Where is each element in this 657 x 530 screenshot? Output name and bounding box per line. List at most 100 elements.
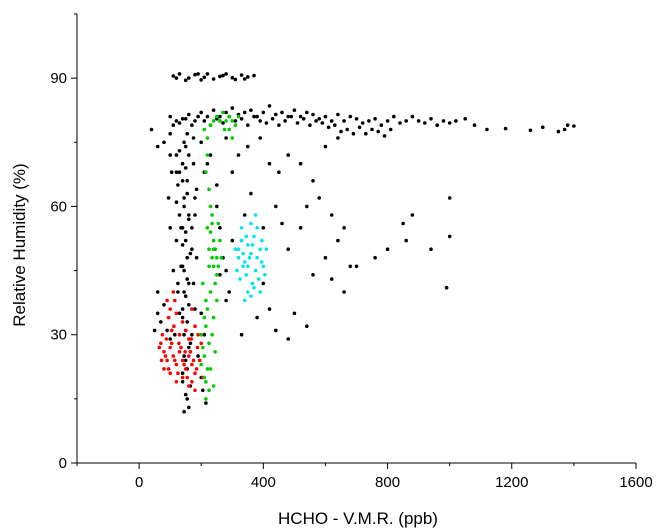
- data-point: [215, 204, 219, 209]
- data-point: [253, 213, 258, 217]
- data-point: [205, 114, 210, 119]
- data-point: [160, 332, 165, 337]
- data-point: [385, 247, 390, 251]
- data-point: [286, 114, 291, 119]
- data-point: [185, 277, 189, 281]
- data-point: [191, 136, 196, 140]
- data-point: [171, 123, 176, 127]
- data-point: [224, 119, 228, 123]
- data-point: [201, 388, 205, 393]
- data-point: [188, 341, 193, 346]
- data-point: [208, 230, 213, 234]
- data-point: [236, 255, 241, 260]
- data-point: [207, 187, 211, 192]
- data-point: [385, 119, 390, 123]
- data-point: [342, 226, 346, 230]
- data-point: [252, 234, 256, 239]
- data-point: [199, 311, 203, 316]
- data-point: [196, 354, 200, 358]
- data-point: [166, 196, 171, 200]
- data-point: [241, 251, 245, 256]
- data-point: [233, 247, 238, 251]
- data-point: [277, 123, 281, 127]
- data-point: [183, 78, 188, 83]
- data-point: [193, 213, 197, 217]
- data-point: [255, 255, 259, 260]
- data-point: [205, 136, 210, 140]
- data-point: [252, 114, 256, 119]
- data-point: [329, 213, 334, 217]
- data-point: [191, 281, 196, 286]
- data-point: [382, 134, 387, 138]
- data-point: [166, 315, 171, 320]
- data-point: [211, 264, 216, 269]
- data-point: [185, 131, 189, 136]
- data-point: [182, 204, 186, 209]
- data-point: [289, 114, 294, 119]
- data-point: [172, 324, 176, 329]
- data-point: [191, 358, 196, 363]
- data-point: [195, 345, 200, 350]
- data-point: [190, 380, 194, 384]
- data-point: [351, 131, 356, 136]
- data-point: [211, 315, 216, 320]
- data-point: [258, 247, 263, 251]
- data-point: [447, 121, 452, 125]
- data-point: [230, 136, 235, 140]
- data-point: [174, 238, 179, 243]
- data-point: [207, 264, 211, 269]
- data-point: [188, 350, 193, 354]
- data-point: [174, 200, 179, 204]
- data-point: [162, 303, 166, 307]
- x-tick-label: 1200: [495, 474, 528, 491]
- data-point: [182, 409, 186, 414]
- data-point: [183, 238, 188, 243]
- data-point: [329, 277, 334, 281]
- data-point: [176, 183, 180, 187]
- data-point: [168, 153, 172, 157]
- data-point: [194, 255, 199, 260]
- data-point: [373, 255, 377, 260]
- data-point: [264, 121, 269, 125]
- data-point: [196, 114, 200, 119]
- data-point: [183, 117, 188, 121]
- data-point: [323, 255, 328, 260]
- data-point: [152, 328, 157, 333]
- data-point: [485, 127, 489, 132]
- data-point: [345, 127, 350, 132]
- data-point: [182, 140, 186, 145]
- data-point: [180, 375, 185, 380]
- data-point: [185, 375, 189, 380]
- data-point: [218, 238, 222, 243]
- data-point: [236, 247, 241, 251]
- data-point: [193, 307, 197, 311]
- data-point: [255, 226, 259, 230]
- data-point: [267, 161, 272, 166]
- data-point: [314, 119, 318, 123]
- data-point: [286, 337, 291, 341]
- data-point: [190, 226, 194, 230]
- data-point: [241, 264, 245, 269]
- data-point: [218, 114, 222, 119]
- data-point: [367, 119, 371, 123]
- data-point: [204, 380, 208, 384]
- data-point: [342, 290, 346, 294]
- data-point: [182, 332, 186, 337]
- data-point: [191, 161, 196, 166]
- data-point: [163, 354, 168, 358]
- data-point: [202, 127, 207, 132]
- data-point: [239, 73, 244, 77]
- data-point: [187, 76, 191, 80]
- data-point: [274, 112, 278, 117]
- data-point: [410, 114, 415, 119]
- data-point: [230, 75, 235, 80]
- data-point: [201, 281, 205, 286]
- data-point: [221, 121, 225, 125]
- data-point: [187, 217, 191, 222]
- data-point: [298, 161, 303, 166]
- data-point: [165, 298, 169, 303]
- data-point: [177, 72, 182, 76]
- data-point: [193, 72, 197, 77]
- data-point: [202, 75, 207, 80]
- data-point: [187, 303, 191, 307]
